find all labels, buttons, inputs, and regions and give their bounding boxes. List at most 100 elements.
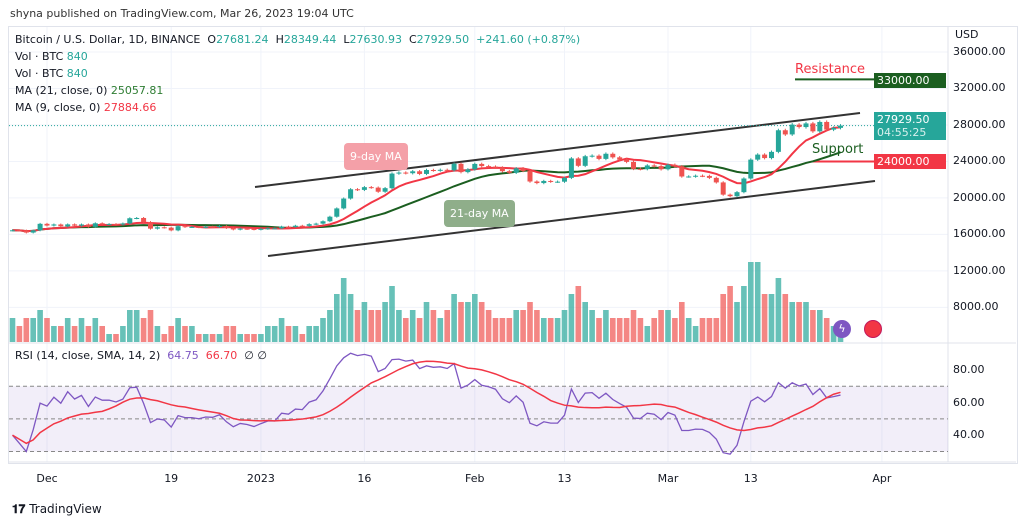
volume-bar: [665, 310, 671, 342]
candle-body: [831, 127, 837, 130]
candle-body: [789, 124, 795, 135]
high-value: 28349.44: [283, 33, 337, 46]
volume-bar: [133, 310, 140, 342]
time-tick: 19: [164, 472, 179, 485]
candle-body: [292, 225, 298, 227]
candle-body: [320, 221, 326, 224]
volume-bar: [223, 326, 230, 342]
volume-bar: [389, 286, 395, 342]
volume-bar: [610, 318, 616, 342]
volume-bar: [748, 262, 754, 342]
tradingview-logo[interactable]: 𝟏𝟕 TradingView: [12, 502, 102, 517]
candle-body: [631, 161, 636, 169]
volume-bar: [554, 318, 561, 342]
volume-bar: [251, 334, 257, 342]
last-price-badge: 27929.50 04:55:25: [874, 112, 946, 140]
volume-bar: [603, 310, 609, 342]
candle-body: [120, 223, 126, 225]
volume-bar: [168, 326, 174, 342]
volume-bar: [258, 334, 264, 342]
candle-body: [513, 168, 519, 173]
price-tick: 8000.00: [953, 300, 999, 314]
price-tick: 20000.00: [953, 190, 1006, 204]
volume-bar: [127, 310, 133, 342]
lightning-icon[interactable]: ϟ: [833, 320, 851, 338]
candle-body: [106, 224, 112, 226]
volume-bar: [423, 302, 430, 342]
candle-body: [720, 182, 726, 195]
volume-bar: [292, 326, 299, 342]
candle-body: [734, 192, 740, 197]
symbol-legend: Bitcoin / U.S. Dollar, 1D, BINANCE O2768…: [15, 31, 580, 116]
ma9-label[interactable]: MA (9, close, 0): [15, 101, 101, 114]
volume-bar: [568, 294, 575, 342]
ma9-value: 27884.66: [103, 101, 157, 114]
volume-bar: [64, 318, 71, 342]
volume-bar: [623, 318, 630, 342]
candle-body: [382, 188, 388, 192]
candle-body: [299, 225, 305, 227]
candle-body: [824, 121, 830, 130]
rsi-sma-value: 66.70: [205, 349, 238, 362]
candle-body: [141, 217, 147, 223]
candle-body: [375, 187, 381, 192]
us-flag-event-icon[interactable]: [864, 320, 882, 338]
candle-body: [562, 177, 567, 182]
rsi-legend: RSI (14, close, SMA, 14, 2) 64.75 66.70 …: [15, 349, 267, 362]
candle-body: [548, 180, 554, 182]
support-label: Support: [812, 142, 864, 157]
bar-countdown: 04:55:25: [877, 126, 927, 139]
publisher-line: shyna published on TradingView.com, Mar …: [10, 7, 354, 20]
candle-body: [775, 130, 781, 152]
volume-bar: [334, 294, 340, 342]
candle-body: [596, 155, 602, 159]
vol1-label[interactable]: Vol · BTC: [15, 50, 64, 63]
candle-body: [154, 227, 160, 229]
vol2-label[interactable]: Vol · BTC: [15, 67, 64, 80]
candle-body: [555, 181, 561, 183]
candle-body: [679, 166, 685, 177]
resistance-price-badge: 33000.00: [874, 73, 946, 88]
resistance-label: Resistance: [795, 62, 866, 77]
volume-bar: [354, 310, 361, 342]
rsi-value: 64.75: [167, 349, 199, 362]
candle-body: [92, 223, 98, 227]
volume-bar: [140, 318, 147, 342]
volume-bar: [741, 286, 747, 342]
ma21-label[interactable]: MA (21, close, 0): [15, 84, 108, 97]
chart-frame[interactable]: [8, 26, 1018, 464]
candle-body: [51, 224, 57, 226]
open-label: O: [207, 33, 217, 46]
volume-bar: [320, 318, 326, 342]
volume-bar: [361, 302, 368, 342]
time-tick: Feb: [465, 472, 485, 485]
candle-body: [838, 125, 843, 128]
volume-bar: [672, 318, 678, 342]
volume-bar: [209, 334, 216, 342]
candle-body: [437, 169, 443, 171]
symbol-title[interactable]: Bitcoin / U.S. Dollar, 1D, BINANCE: [15, 33, 201, 46]
candle-body: [693, 175, 699, 177]
low-value: 27630.93: [349, 33, 402, 46]
volume-bar: [85, 326, 92, 342]
price-tick: 32000.00: [953, 81, 1006, 95]
volume-bar: [265, 326, 271, 342]
volume-bar: [644, 326, 651, 342]
candle-body: [279, 226, 285, 229]
rsi-label[interactable]: RSI (14, close, SMA, 14, 2): [15, 349, 161, 362]
volume-bar: [403, 318, 409, 342]
volume-bar: [658, 310, 664, 342]
candle-body: [313, 223, 319, 225]
candle-body: [341, 198, 347, 209]
volume-bar: [837, 334, 844, 342]
candle-body: [575, 158, 581, 166]
currency-label: USD: [955, 28, 979, 41]
price-tick: 16000.00: [953, 227, 1006, 241]
volume-bar: [430, 310, 437, 342]
last-price: 27929.50: [877, 113, 930, 126]
candle-body: [44, 223, 50, 226]
volume-bar: [727, 286, 733, 342]
volume-bar: [278, 318, 285, 342]
volume-bar: [71, 326, 78, 342]
